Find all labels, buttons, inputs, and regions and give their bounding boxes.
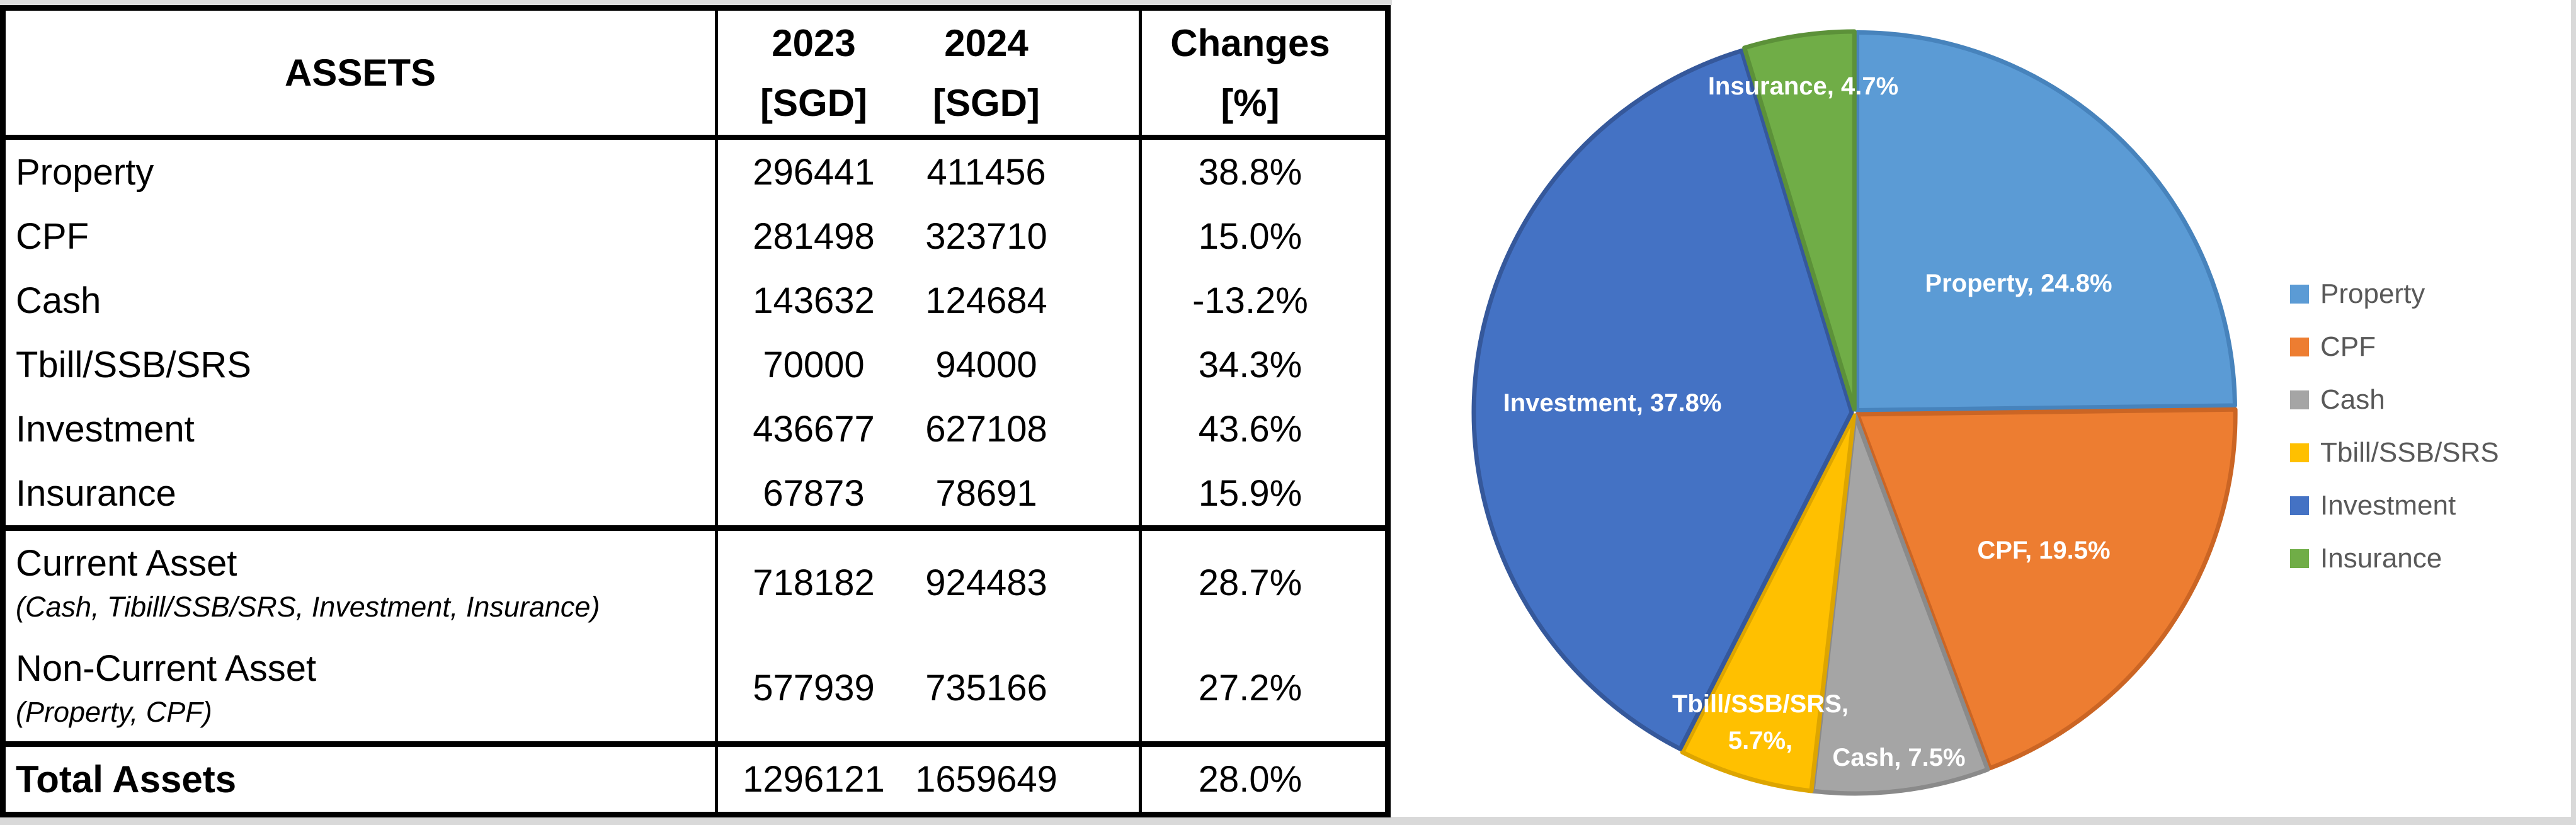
value-2023: 1296121: [743, 759, 885, 800]
legend-item-tbill-ssb-srs: Tbill/SSB/SRS: [2290, 426, 2499, 479]
header-changes-unit: [%]: [1221, 81, 1280, 124]
legend-label-investment: Investment: [2320, 490, 2456, 521]
row-label: Tbill/SSB/SRS: [16, 344, 251, 385]
row-note: (Cash, Tibill/SSB/SRS, Investment, Insur…: [16, 590, 600, 623]
legend-swatch-cash: [2290, 390, 2309, 409]
table-row-current-asset: Current Asset (Cash, Tibill/SSB/SRS, Inv…: [6, 525, 1385, 634]
header-cell-changes: Changes [%]: [1139, 11, 1385, 135]
change-value: -13.2%: [1192, 280, 1308, 321]
legend-label-cpf: CPF: [2320, 331, 2376, 362]
change-value: 15.9%: [1198, 472, 1302, 514]
pie-slice-cash: [1810, 413, 1990, 796]
header-2023-unit: [SGD]: [760, 81, 867, 124]
table-row-non-current-asset: Non-Current Asset (Property, CPF) 577939…: [6, 634, 1385, 741]
assets-header-label: ASSETS: [284, 52, 436, 94]
header-changes: Changes [%]: [1170, 21, 1330, 125]
value-2023: 143632: [753, 280, 875, 321]
table-row-property: Property 296441 411456 38.8%: [6, 140, 1385, 204]
change-value: 38.8%: [1198, 151, 1302, 193]
table-header-row: ASSETS 2023 [SGD] 2024 [SGD] Changes [%]: [6, 11, 1385, 140]
change-value: 43.6%: [1198, 408, 1302, 450]
value-2023: 296441: [753, 151, 875, 193]
value-2024: 411456: [926, 151, 1046, 193]
value-2024: 323710: [925, 215, 1047, 257]
row-label: Investment: [16, 408, 195, 450]
assets-table: ASSETS 2023 [SGD] 2024 [SGD] Changes [%]…: [0, 5, 1391, 817]
legend-item-cpf: CPF: [2290, 321, 2499, 373]
legend-item-property: Property: [2290, 268, 2499, 321]
header-2023: 2023 [SGD]: [727, 21, 900, 125]
value-2024: 1659649: [915, 759, 1057, 800]
legend-label-property: Property: [2320, 278, 2425, 309]
row-label: CPF: [16, 215, 89, 257]
table-row-cash: Cash 143632 124684 -13.2%: [6, 268, 1385, 333]
legend-label-tbill-ssb-srs: Tbill/SSB/SRS: [2320, 437, 2499, 468]
legend-item-insurance: Insurance: [2290, 532, 2499, 585]
legend-swatch-investment: [2290, 496, 2309, 515]
pie-slice-tbill-ssb-srs: [1680, 413, 1857, 794]
value-2024: 94000: [935, 344, 1037, 385]
value-2023: 436677: [753, 408, 875, 450]
header-cell-years: 2023 [SGD] 2024 [SGD]: [715, 11, 1139, 135]
window-edge-bottom: [0, 817, 2576, 825]
value-2023: 718182: [753, 562, 875, 603]
row-label: Current Asset: [16, 542, 237, 584]
legend-label-insurance: Insurance: [2320, 543, 2442, 574]
pie-slice-investment: [1471, 48, 1854, 751]
legend-swatch-property: [2290, 285, 2309, 304]
legend-swatch-cpf: [2290, 338, 2309, 356]
pie-slice-cpf: [1855, 407, 2238, 771]
change-value: 27.2%: [1198, 667, 1302, 708]
window-edge-top: [0, 0, 2576, 5]
row-label: Cash: [16, 280, 101, 321]
legend-swatch-tbill-ssb-srs: [2290, 443, 2309, 462]
legend-item-cash: Cash: [2290, 373, 2499, 426]
table-row-tbill: Tbill/SSB/SRS 70000 94000 34.3%: [6, 333, 1385, 397]
change-value: 15.0%: [1198, 215, 1302, 257]
value-2024: 627108: [925, 408, 1047, 450]
header-2023-year: 2023: [772, 21, 856, 64]
value-2024: 78691: [935, 472, 1037, 514]
header-2024: 2024 [SGD]: [900, 21, 1073, 125]
value-2024: 735166: [925, 667, 1047, 708]
table-row-investment: Investment 436677 627108 43.6%: [6, 397, 1385, 461]
row-note: (Property, CPF): [16, 695, 212, 728]
row-label: Property: [16, 151, 154, 193]
legend-label-cash: Cash: [2320, 384, 2385, 415]
value-2023: 281498: [753, 215, 875, 257]
value-2023: 67873: [763, 472, 865, 514]
chart-legend: Property CPF Cash Tbill/SSB/SRS Investment In…: [2290, 268, 2499, 585]
value-2024: 924483: [925, 562, 1047, 603]
pie-chart: Property, 24.8% CPF, 19.5% Cash, 7.5% Tbill…: [1392, 0, 2571, 817]
table-row-cpf: CPF 281498 323710 15.0%: [6, 204, 1385, 268]
change-value: 28.0%: [1198, 759, 1302, 800]
table-row-insurance: Insurance 67873 78691 15.9%: [6, 461, 1385, 525]
row-label: Non-Current Asset: [16, 647, 317, 689]
legend-item-investment: Investment: [2290, 479, 2499, 532]
header-2024-year: 2024: [944, 21, 1029, 64]
row-label: Insurance: [16, 472, 176, 514]
pie-chart-svg: [1471, 29, 2238, 796]
row-label: Total Assets: [16, 758, 237, 800]
table-row-total-assets: Total Assets 1296121 1659649 28.0%: [6, 741, 1385, 812]
legend-swatch-insurance: [2290, 549, 2309, 568]
value-2023: 70000: [763, 344, 865, 385]
header-cell-assets: ASSETS: [6, 11, 715, 135]
pie-slice-property: [1855, 30, 2237, 412]
value-2024: 124684: [925, 280, 1047, 321]
change-value: 28.7%: [1198, 562, 1302, 603]
header-changes-label: Changes: [1170, 21, 1330, 64]
value-2023: 577939: [753, 667, 875, 708]
change-value: 34.3%: [1198, 344, 1302, 385]
pie-slice-insurance: [1742, 29, 1857, 412]
header-2024-unit: [SGD]: [933, 81, 1040, 124]
window-edge-right: [2571, 0, 2576, 825]
